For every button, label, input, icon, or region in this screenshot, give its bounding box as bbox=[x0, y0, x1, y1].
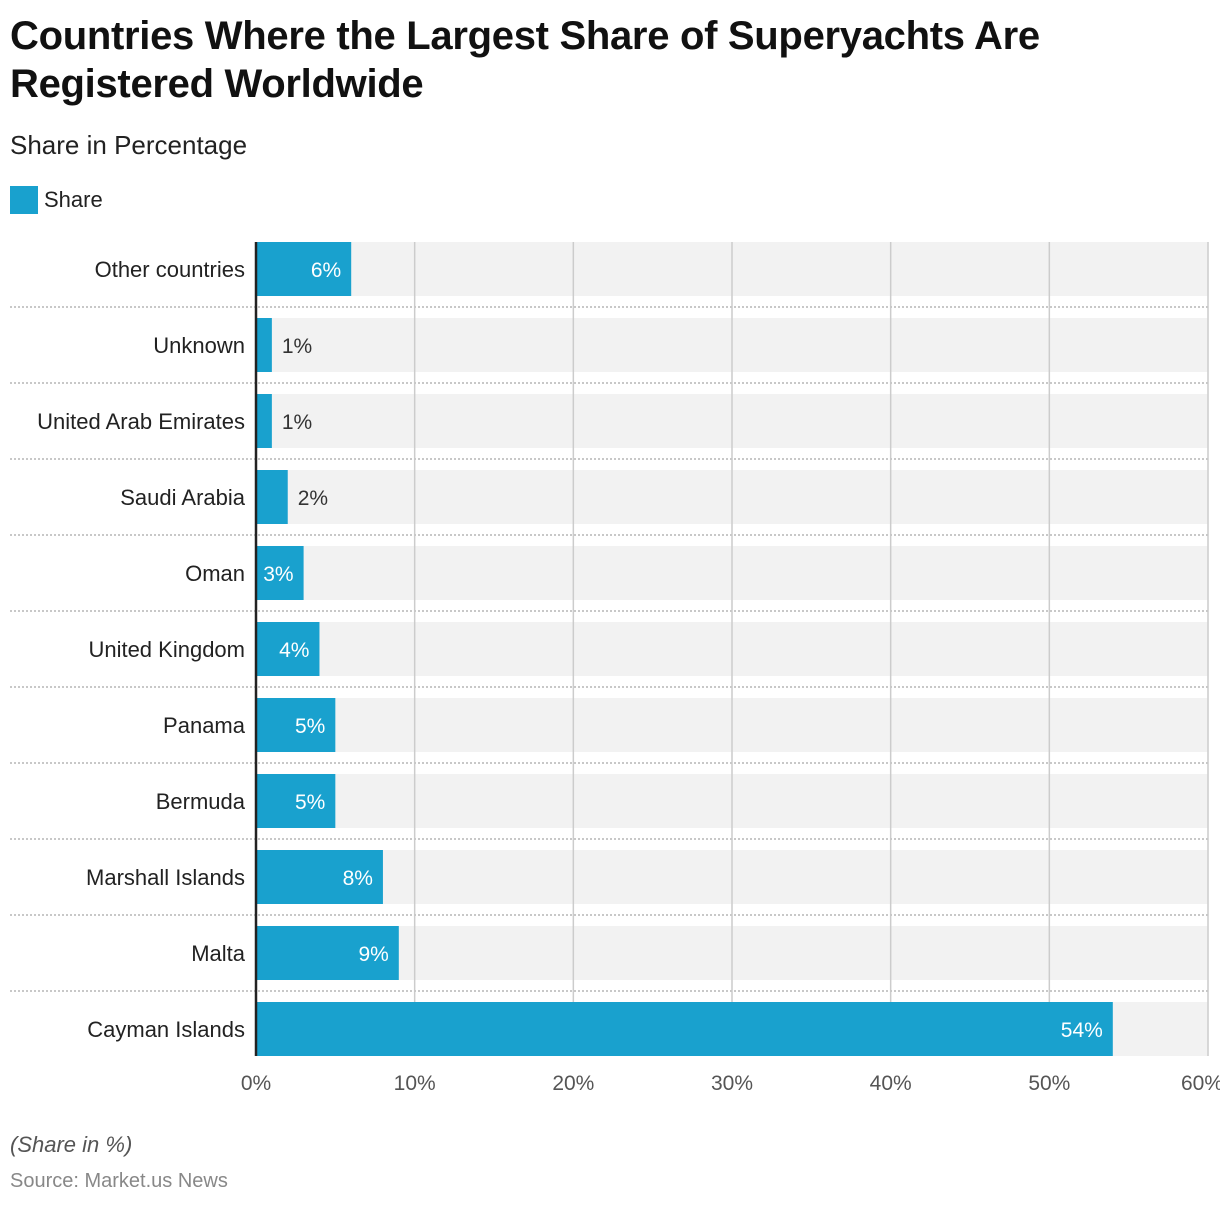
bar bbox=[256, 774, 336, 828]
bar bbox=[256, 318, 272, 372]
data-label: 8% bbox=[343, 867, 373, 890]
data-label: 4% bbox=[279, 639, 309, 662]
x-tick-label: 30% bbox=[711, 1072, 753, 1095]
category-label: Saudi Arabia bbox=[120, 485, 246, 510]
legend: Share bbox=[10, 186, 103, 214]
bar bbox=[256, 546, 304, 600]
bar bbox=[256, 394, 272, 448]
x-tick-label: 10% bbox=[394, 1072, 436, 1095]
data-label: 54% bbox=[1061, 1019, 1103, 1042]
bar bbox=[256, 622, 320, 676]
data-label: 9% bbox=[358, 943, 388, 966]
data-label: 5% bbox=[295, 715, 325, 738]
data-label: 1% bbox=[282, 335, 312, 358]
chart-note: (Share in %) bbox=[10, 1132, 133, 1157]
x-tick-label: 40% bbox=[870, 1072, 912, 1095]
bar bbox=[256, 1002, 1113, 1056]
category-label: Malta bbox=[191, 941, 246, 966]
category-label: United Arab Emirates bbox=[37, 409, 245, 434]
source-text: Source: Market.us News bbox=[10, 1170, 228, 1192]
bar bbox=[256, 850, 383, 904]
legend-label: Share bbox=[44, 187, 103, 212]
bar-chart: 0% 10% 20% 30% 40% 50% 60% Other countries 6% Unk… bbox=[10, 242, 1220, 1095]
data-label: 5% bbox=[295, 791, 325, 814]
category-label: United Kingdom bbox=[88, 637, 245, 662]
category-label: Other countries bbox=[95, 257, 245, 282]
chart-subtitle: Share in Percentage bbox=[10, 130, 248, 160]
bar bbox=[256, 698, 336, 752]
x-tick-label: 60% bbox=[1181, 1072, 1220, 1095]
x-tick-label: 50% bbox=[1028, 1072, 1070, 1095]
x-tick-label: 20% bbox=[552, 1072, 594, 1095]
category-label: Cayman Islands bbox=[87, 1017, 245, 1042]
bar bbox=[256, 242, 352, 296]
category-label: Panama bbox=[163, 713, 246, 738]
chart-title: Countries Where the Largest Share of Sup… bbox=[10, 14, 1040, 106]
bar bbox=[256, 926, 399, 980]
data-label: 6% bbox=[311, 259, 341, 282]
category-label: Bermuda bbox=[156, 789, 246, 814]
data-label: 1% bbox=[282, 411, 312, 434]
category-label: Unknown bbox=[153, 333, 245, 358]
category-label: Oman bbox=[185, 561, 245, 586]
legend-swatch bbox=[10, 186, 38, 214]
data-label: 2% bbox=[298, 487, 328, 510]
data-label: 3% bbox=[263, 563, 293, 586]
x-tick-label: 0% bbox=[241, 1072, 271, 1095]
bar bbox=[256, 470, 288, 524]
category-label: Marshall Islands bbox=[86, 865, 245, 890]
